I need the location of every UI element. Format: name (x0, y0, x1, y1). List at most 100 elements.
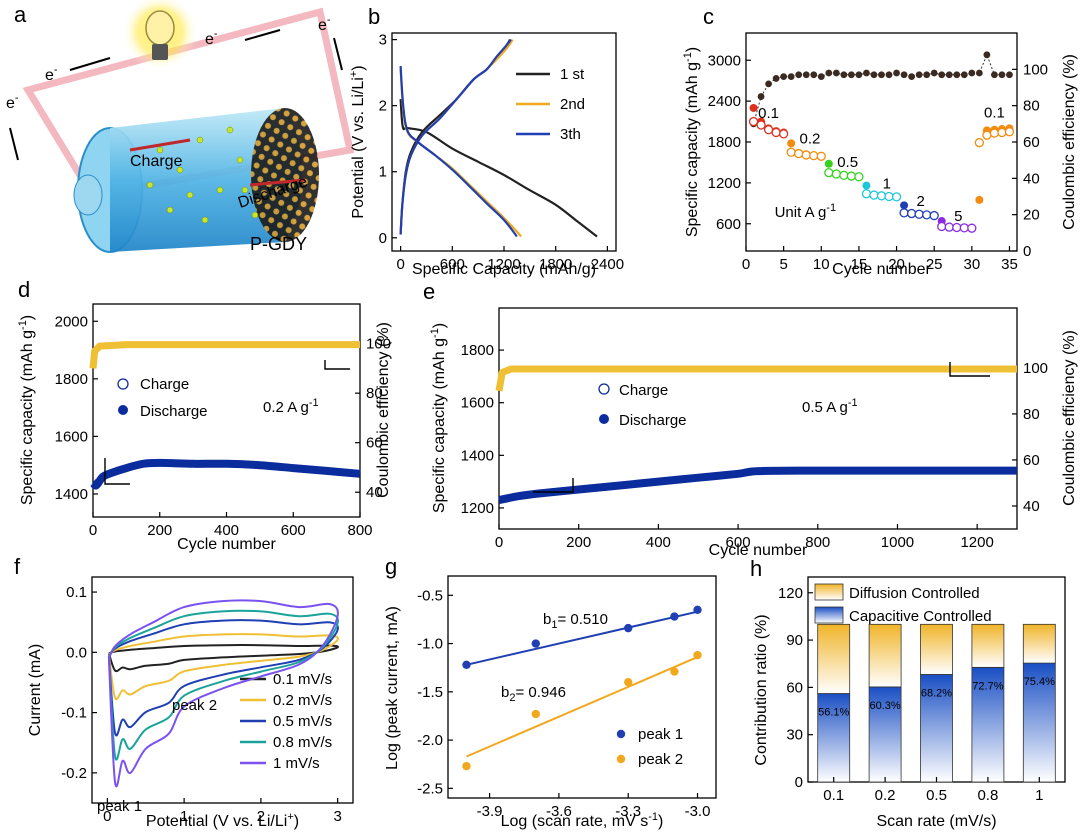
c-efficiency-point (765, 80, 772, 88)
c-efficiency-point (855, 71, 863, 79)
c-efficiency-point (983, 51, 991, 59)
c-y2tick-label: 80 (1023, 98, 1040, 115)
e-y-axis-title: Specific capacity (mAh g-1) (429, 323, 448, 513)
c-xtick-label: 5 (779, 256, 787, 273)
c-x-axis-title: Cycle number (832, 261, 931, 278)
d-y2tick-label: 40 (366, 484, 383, 501)
f-x-axis-title: Potential (V vs. Li/Li+) (146, 811, 299, 830)
f-ytick-label: -0.1 (61, 705, 87, 722)
h-y-axis-title: Contribution ratio (%) (753, 614, 770, 765)
c-ytick-label: 1800 (708, 134, 741, 151)
c-charge-point (794, 148, 804, 159)
c-efficiency-point (795, 71, 803, 79)
c-rate-label: 2 (916, 193, 924, 210)
c-charge-point (756, 120, 766, 130)
c-efficiency-point (945, 71, 953, 79)
b-x-axis-title: Specific Capacity (mAh/g) (412, 261, 596, 278)
c-efficiency-point (915, 71, 923, 79)
c-charge-point (929, 210, 939, 221)
panel-label-e: e (423, 279, 435, 304)
h-legend-capacitive-label: Capacitive Controlled (849, 608, 992, 625)
h-bar-capacitive (920, 674, 953, 783)
d-ytick-label: 2000 (55, 313, 88, 330)
panel-e-chart: e 0 200 400 600 800 1000 1200 1200 1400 1600 1800 40… (423, 279, 1078, 559)
h-legend-diffusion-label: Diffusion Controlled (849, 585, 980, 602)
b-legend-label: 3th (560, 126, 581, 143)
d-xtick-label: 400 (214, 522, 239, 539)
f-ytick-label: 0.0 (66, 644, 87, 661)
h-ytick-label: 120 (778, 585, 803, 602)
h-ytick-label: 0 (795, 774, 803, 791)
c-ytick-label: 3000 (708, 52, 741, 69)
h-xtick-label: 0.1 (823, 787, 844, 804)
h-legend-diffusion-swatch (814, 583, 844, 601)
f-xtick-label: 2 (257, 808, 265, 825)
d-x-axis-title: Cycle number (177, 536, 276, 553)
c-efficiency-point (1006, 71, 1013, 79)
c-discharge-point (862, 181, 871, 190)
panel-c-chart: c0 5 10 15 20 25 30 356001200180024003000020406… (682, 4, 1078, 278)
g-legend-label: peak 1 (638, 726, 683, 743)
c-xtick-label: 25 (926, 256, 943, 273)
g-point-1 (693, 605, 702, 614)
c-discharge-point (900, 201, 909, 210)
h-ytick-label: 30 (786, 727, 803, 744)
f-annotation-peak-1: peak 1 (97, 798, 142, 815)
e-ytick-label: 1200 (461, 500, 494, 517)
h-bar-diffusion (868, 623, 902, 688)
e-rate-label: 0.5 A g-1 (802, 397, 858, 416)
e-legend-charge-marker (598, 383, 610, 395)
c-xtick-label: 0 (742, 256, 750, 273)
d-xtick-label: 800 (347, 522, 372, 539)
c-efficiency-point (757, 93, 765, 100)
c-y2tick-label: 0 (1023, 243, 1031, 260)
f-legend-label: 0.8 mV/s (273, 734, 332, 751)
g-ytick-label: -2.5 (417, 780, 443, 797)
c-charge-point (816, 151, 826, 161)
c-xtick-label: 10 (813, 256, 830, 273)
panel-label-a: a (14, 2, 27, 27)
panel-label-f: f (14, 554, 21, 579)
c-y2tick-label: 60 (1023, 134, 1040, 151)
f-xtick-label: 1 (180, 808, 188, 825)
c-unit-label: Unit A g-1 (775, 202, 836, 221)
c-efficiency-point (938, 71, 946, 79)
d-y-axis-title: Specific capacity (mAh g-1) (17, 315, 36, 505)
g-x-axis-title: Log (scan rate, mV s-1) (501, 811, 664, 830)
d-legend-discharge-marker (118, 405, 128, 415)
panel-label-h: h (750, 556, 762, 581)
f-y-axis-title: Current (mA) (27, 644, 44, 736)
b-ytick-label: 0 (379, 230, 387, 247)
d-xtick-label: 0 (89, 522, 97, 539)
panel-g-chart: g -3.9 -3.6 -3.3 -3.0 -2.5 -2.0 -1.5 -1.0 -0.5 Log… (384, 554, 717, 830)
electron-label-4: e- (6, 92, 19, 112)
f-annotation-peak-2: peak 2 (172, 697, 217, 714)
c-rate-label: 0.1 (758, 105, 779, 122)
c-xtick-label: 15 (851, 256, 868, 273)
electron-arrows (9, 29, 343, 161)
e-legend-discharge-marker (599, 414, 609, 424)
c-charge-point (869, 190, 879, 200)
h-bar-value-label: 75.4% (1024, 676, 1055, 688)
c-y-axis-title: Specific capacity (mAh g-1) (682, 47, 701, 237)
c-efficiency-point (900, 71, 908, 79)
h-bar-diffusion (817, 623, 851, 694)
c-charge-point (839, 170, 849, 181)
panel-d-chart: d0 200 400 600 8001400160018002000406080100C… (17, 277, 392, 553)
g-y-axis-title: Log (peak current, mA) (384, 606, 401, 770)
electron-labels: e- e- e- e- (6, 14, 331, 112)
d-xtick-label: 200 (147, 522, 172, 539)
h-bar-value-label: 68.2% (921, 687, 952, 699)
f-cv-loop-5 (107, 599, 339, 788)
c-charge-point (982, 130, 992, 140)
c-efficiency-point (780, 73, 788, 80)
c-efficiency-point (840, 71, 848, 79)
b-ytick-label: 1 (379, 164, 387, 181)
c-efficiency-point (825, 69, 833, 77)
d-efficiency-band (89, 341, 360, 369)
f-cv-loop-1 (107, 644, 339, 673)
e-axes-frame (498, 307, 1018, 530)
c-charge-point (801, 150, 811, 160)
c-charge-point (763, 125, 774, 135)
c-xtick-label: 20 (888, 256, 905, 273)
